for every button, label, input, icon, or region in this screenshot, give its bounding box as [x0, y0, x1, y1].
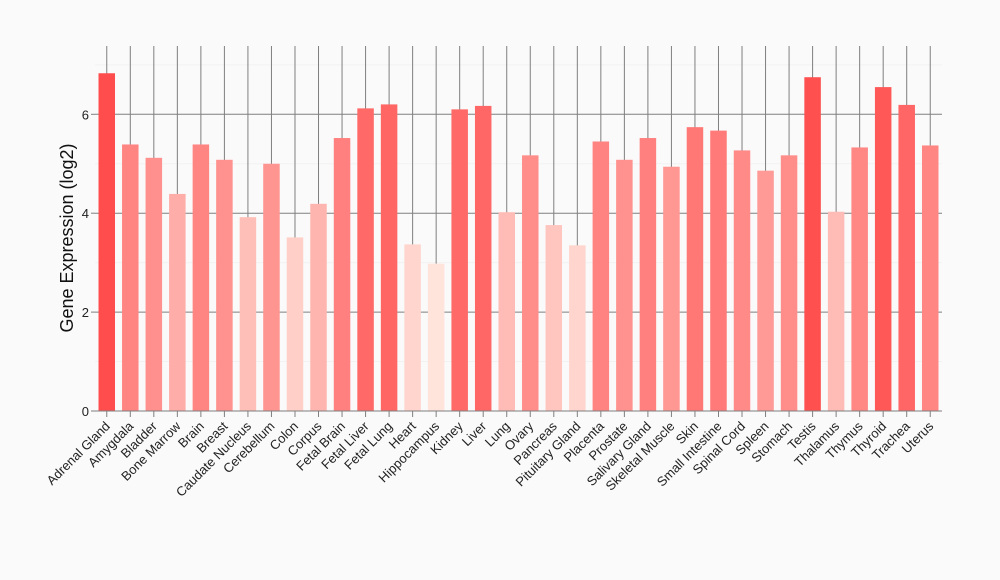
- bar-cerebellum: [263, 163, 280, 411]
- y-tick-label: 0: [82, 404, 89, 419]
- bar-thalamus: [827, 211, 845, 411]
- bar-spinal-cord: [733, 150, 751, 411]
- bar-amygdala: [122, 144, 139, 412]
- bar-skin: [686, 127, 704, 412]
- bar-brain: [192, 144, 210, 412]
- bar-adrenal-gland: [98, 73, 116, 411]
- bar-stomach: [780, 155, 798, 411]
- y-tick-label: 2: [82, 305, 89, 320]
- bar-heart: [404, 244, 421, 411]
- bar-pituitary-gland: [569, 245, 586, 411]
- y-tick-label: 6: [82, 107, 89, 122]
- bar-fetal-lung: [380, 104, 398, 411]
- bar-corpus: [310, 203, 327, 411]
- bar-liver: [474, 105, 492, 412]
- bar-trachea: [898, 104, 915, 411]
- x-tick-label: Liver: [459, 418, 490, 449]
- bar-colon: [286, 237, 304, 411]
- bar-prostate: [616, 159, 633, 411]
- bar-hippocampus: [427, 263, 445, 411]
- bar-uterus: [921, 145, 939, 412]
- bar-kidney: [451, 109, 468, 411]
- bar-fetal-liver: [357, 108, 374, 411]
- bar-ovary: [522, 155, 539, 411]
- bar-salivary-gland: [639, 138, 657, 411]
- bar-bladder: [145, 157, 163, 411]
- bar-caudate-nucleus: [239, 217, 257, 411]
- bar-breast: [216, 159, 233, 411]
- bar-pancreas: [545, 225, 563, 411]
- bar-spleen: [757, 170, 774, 411]
- bar-thyroid: [874, 87, 892, 411]
- bar-testis: [804, 77, 821, 412]
- bars: [98, 73, 939, 412]
- bar-bone-marrow: [169, 193, 186, 411]
- y-axis-label: Gene Expression (log2): [57, 143, 77, 332]
- bar-fetal-brain: [333, 138, 351, 411]
- y-tick-label: 4: [82, 206, 89, 221]
- bar-skeletal-muscle: [663, 166, 680, 411]
- bar-lung: [498, 212, 515, 411]
- bar-placenta: [592, 141, 610, 411]
- bar-thymus: [851, 147, 868, 411]
- bar-small-intestine: [710, 130, 727, 411]
